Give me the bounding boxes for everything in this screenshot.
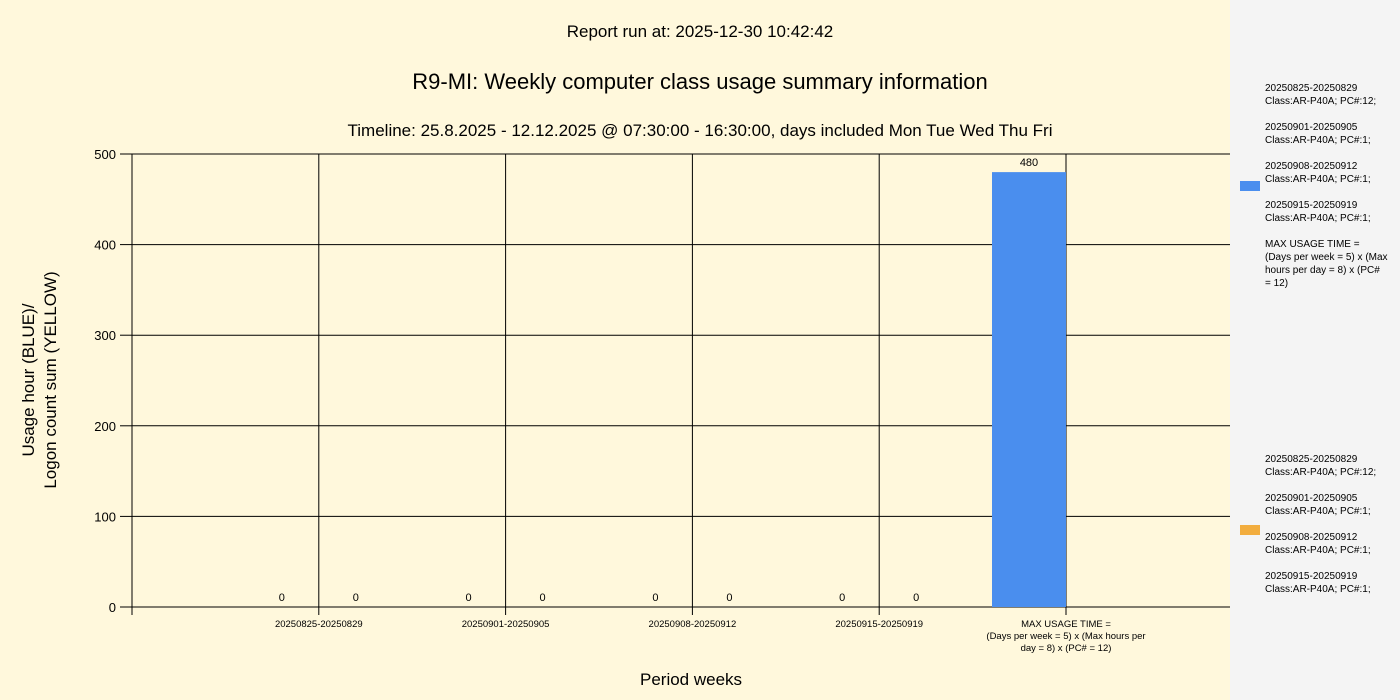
legend-entry-line: 20250901-20250905 — [1265, 493, 1358, 504]
y-tick-label: 200 — [94, 419, 116, 434]
legend-entry: 20250901-20250905 Class:AR-P40A; PC#:1; — [1265, 492, 1395, 518]
legend-entry-line: Class:AR-P40A; PC#:12; — [1265, 96, 1377, 107]
legend-entry-line: 20250915-20250919 — [1265, 571, 1358, 582]
y-tick-label: 0 — [109, 600, 116, 615]
x-tick-label: MAX USAGE TIME = — [1021, 619, 1111, 630]
legend-entry-line: (Days per week = 5) x (Max — [1265, 252, 1388, 263]
legend-entry: MAX USAGE TIME = (Days per week = 5) x (… — [1265, 238, 1395, 290]
data-label: 0 — [540, 592, 546, 604]
legend-entry-line: Class:AR-P40A; PC#:1; — [1265, 213, 1371, 224]
legend-entry: 20250825-20250829 Class:AR-P40A; PC#:12; — [1265, 453, 1395, 479]
y-tick-label: 500 — [94, 147, 116, 162]
legend-entry-line: Class:AR-P40A; PC#:1; — [1265, 135, 1371, 146]
x-tick-label: 20250901-20250905 — [462, 619, 550, 630]
legend-entry-line: Class:AR-P40A; PC#:1; — [1265, 584, 1371, 595]
legend-entry-line: Class:AR-P40A; PC#:1; — [1265, 545, 1371, 556]
legend-entry-line: 20250908-20250912 — [1265, 532, 1358, 543]
data-label: 0 — [466, 592, 472, 604]
y-tick-label: 400 — [94, 238, 116, 253]
chart-subtitle: Timeline: 25.8.2025 - 12.12.2025 @ 07:30… — [347, 121, 1053, 140]
x-tick-label: 20250915-20250919 — [835, 619, 923, 630]
legend-entry: 20250915-20250919 Class:AR-P40A; PC#:1; — [1265, 570, 1395, 596]
legend-entry-line: 20250908-20250912 — [1265, 161, 1358, 172]
data-label: 0 — [652, 592, 658, 604]
legend-entry-line: 20250825-20250829 — [1265, 83, 1358, 94]
legend-entry-line: hours per day = 8) x (PC# — [1265, 265, 1380, 276]
y-tick-label: 100 — [94, 509, 116, 524]
data-label: 0 — [913, 592, 919, 604]
data-label: 0 — [726, 592, 732, 604]
y-tick-label: 300 — [94, 328, 116, 343]
legend-entry-line: 20250901-20250905 — [1265, 122, 1358, 133]
legend-entry: 20250915-20250919 Class:AR-P40A; PC#:1; — [1265, 199, 1395, 225]
x-axis-label: Period weeks — [640, 670, 743, 689]
data-label: 480 — [1020, 157, 1038, 169]
legend-entry-line: Class:AR-P40A; PC#:1; — [1265, 506, 1371, 517]
legend-entry: 20250908-20250912 Class:AR-P40A; PC#:1; — [1265, 531, 1395, 557]
data-label: 0 — [279, 592, 285, 604]
x-tick-label: (Days per week = 5) x (Max hours per — [986, 631, 1145, 642]
legend-entry-line: Class:AR-P40A; PC#:12; — [1265, 467, 1377, 478]
legend-entry-line: = 12) — [1265, 278, 1289, 289]
legend-entry-line: Class:AR-P40A; PC#:1; — [1265, 174, 1371, 185]
data-label: 0 — [353, 592, 359, 604]
report-run-timestamp: Report run at: 2025-12-30 10:42:42 — [566, 22, 834, 41]
legend-yellow-group: 20250825-20250829 Class:AR-P40A; PC#:12; 2… — [1265, 453, 1395, 609]
legend-entry: 20250901-20250905 Class:AR-P40A; PC#:1; — [1265, 121, 1395, 147]
x-tick-label: 20250908-20250912 — [649, 619, 737, 630]
legend-entry: 20250825-20250829 Class:AR-P40A; PC#:12; — [1265, 82, 1395, 108]
legend-entry-line: 20250825-20250829 — [1265, 454, 1358, 465]
x-tick-label: 20250825-20250829 — [275, 619, 363, 630]
bar-usage-hour — [992, 172, 1066, 607]
chart-title: R9-MI: Weekly computer class usage summa… — [412, 69, 988, 94]
legend-swatch-yellow — [1240, 525, 1260, 535]
legend-entry: 20250908-20250912 Class:AR-P40A; PC#:1; — [1265, 160, 1395, 186]
legend-entry-line: MAX USAGE TIME = — [1265, 239, 1360, 250]
legend-entry-line: 20250915-20250919 — [1265, 200, 1358, 211]
legend-swatch-blue — [1240, 181, 1260, 191]
data-label: 0 — [839, 592, 845, 604]
legend-panel — [1230, 0, 1400, 700]
legend-blue-group: 20250825-20250829 Class:AR-P40A; PC#:12; 2… — [1265, 82, 1395, 303]
x-tick-label: day = 8) x (PC# = 12) — [1021, 643, 1112, 654]
